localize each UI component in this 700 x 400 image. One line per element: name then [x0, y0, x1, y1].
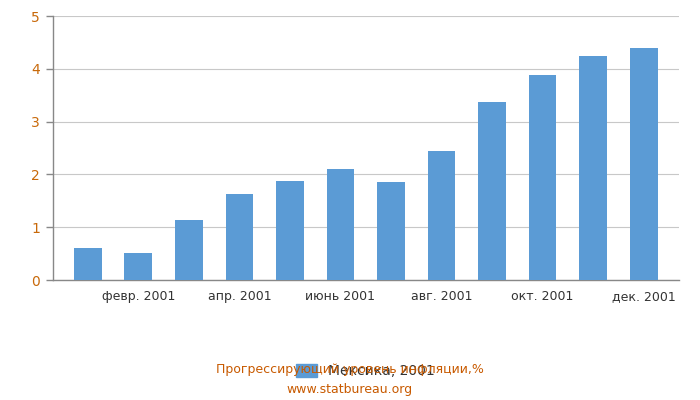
Bar [478, 102, 506, 280]
Text: Прогрессирующий уровень инфляции,%: Прогрессирующий уровень инфляции,% [216, 364, 484, 376]
Bar [377, 182, 405, 280]
Bar [74, 248, 102, 280]
Bar [428, 151, 456, 280]
Legend: Мексика, 2001: Мексика, 2001 [290, 359, 441, 384]
Bar [630, 48, 657, 280]
Text: www.statbureau.org: www.statbureau.org [287, 384, 413, 396]
Bar [175, 220, 203, 280]
Bar [225, 194, 253, 280]
Bar [528, 75, 556, 280]
Bar [276, 181, 304, 280]
Bar [125, 252, 153, 280]
Bar [327, 169, 354, 280]
Bar [579, 56, 607, 280]
